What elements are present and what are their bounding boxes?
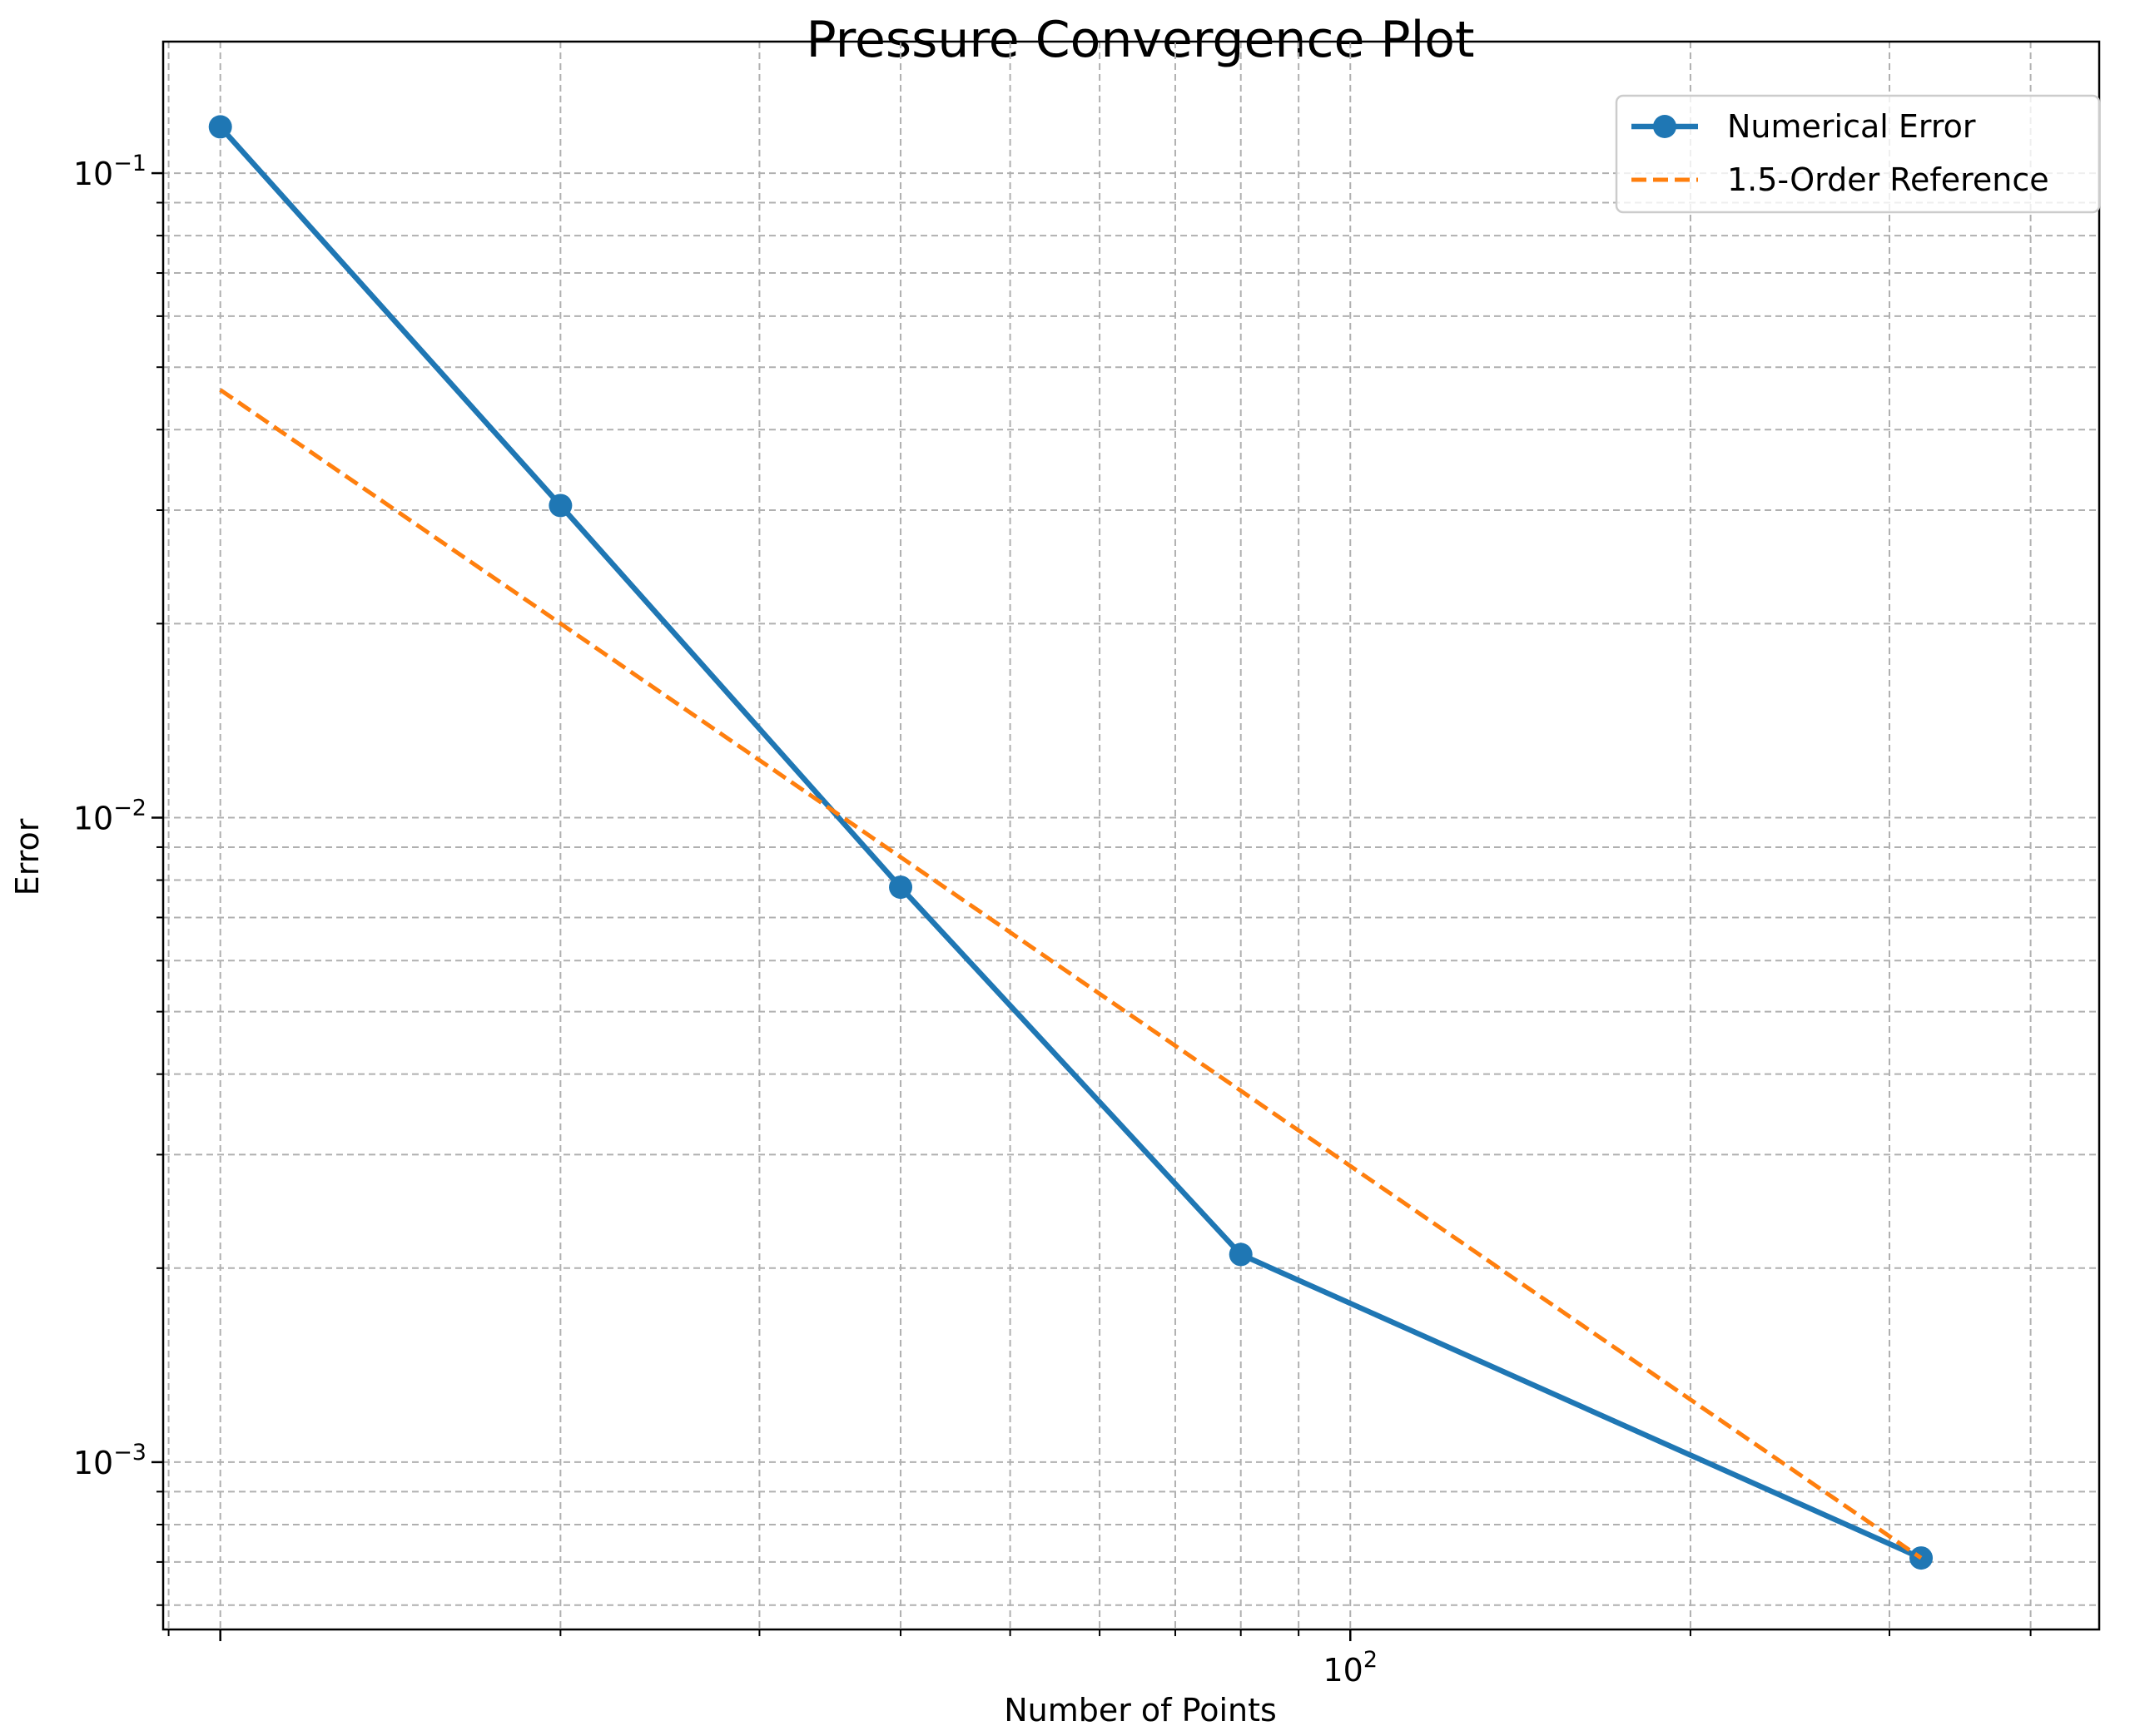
plot-frame [161,40,2101,1631]
legend-label-numerical-error: Numerical Error [1727,108,1976,145]
legend-label-reference: 1.5-Order Reference [1727,161,2049,198]
y-axis-label: Error [9,818,46,895]
y-tick-label: 10−1 [73,151,146,192]
y-tick-label: 10−2 [73,796,146,837]
legend: Numerical Error 1.5-Order Reference [1615,94,2101,214]
data-point-numerical-error [1909,1546,1934,1570]
series-line-1-5-order-reference [219,388,1923,1560]
axis-ticks: 102 10−1 10−2 10−3 [73,151,2032,1689]
chart-title: Pressure Convergence Plot [806,11,1474,69]
x-tick-label: 102 [1323,1647,1378,1689]
legend-marker-numerical-error [1653,115,1676,138]
data-point-numerical-error [208,115,232,139]
legend-box [1615,94,2101,214]
data-point-numerical-error [1229,1242,1253,1267]
data-point-numerical-error [549,494,573,518]
data-point-numerical-error [889,875,913,900]
x-axis-label: Number of Points [1004,1692,1277,1729]
series-layer [208,115,1934,1570]
grid-lines [163,42,2099,1629]
y-tick-label: 10−3 [73,1440,146,1481]
